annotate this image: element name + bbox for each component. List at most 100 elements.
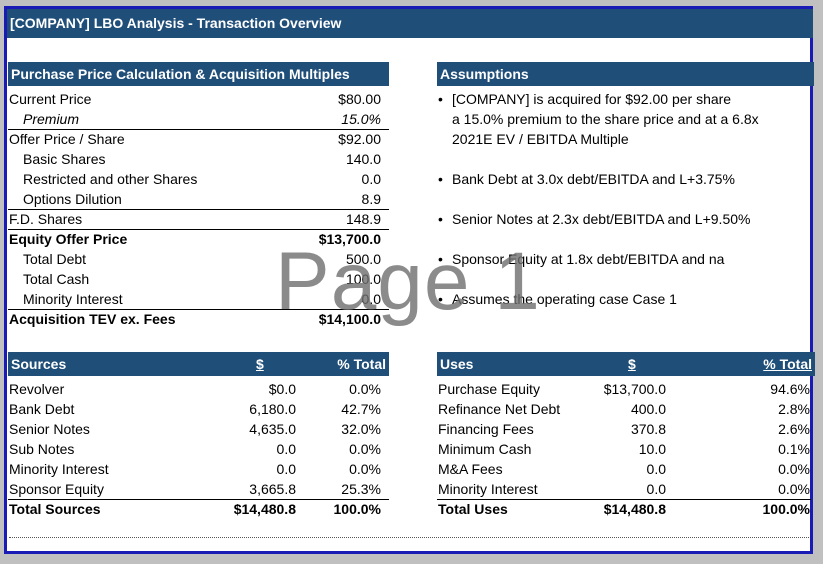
- label-total-debt: Total Debt: [23, 251, 87, 267]
- value-basic-shares: 140.0: [345, 151, 381, 167]
- source-amount: 4,635.0: [249, 421, 296, 437]
- assumption-item: • Assumes the operating case Case 1: [438, 289, 808, 309]
- use-pct: 0.1%: [778, 441, 810, 457]
- source-amount: 3,665.8: [249, 481, 296, 497]
- value-equity-offer-price: $13,700.0: [318, 231, 381, 247]
- value-offer-price: $92.00: [338, 131, 381, 147]
- assumption-text: Sponsor Equity at 1.8x debt/EBITDA and n…: [452, 251, 725, 267]
- use-label: Refinance Net Debt: [438, 401, 561, 417]
- page-break-divider: [9, 537, 809, 538]
- source-pct: 25.3%: [341, 481, 381, 497]
- sources-header: Sources $ % Total: [8, 352, 389, 376]
- value-current-price: $80.00: [338, 91, 381, 107]
- source-label: Sponsor Equity: [9, 481, 104, 497]
- value-restricted-shares: 0.0: [361, 171, 381, 187]
- source-label: Sub Notes: [9, 441, 75, 457]
- source-pct: 32.0%: [341, 421, 381, 437]
- assumption-item: • Bank Debt at 3.0x debt/EBITDA and L+3.…: [438, 169, 808, 189]
- label-premium: Premium: [23, 111, 80, 127]
- use-pct: 2.8%: [778, 401, 810, 417]
- use-pct: 94.6%: [770, 381, 810, 397]
- sources-total-label: Total Sources: [9, 501, 101, 517]
- table-row: Financing Fees 370.8 2.6%: [437, 419, 811, 439]
- use-label: Financing Fees: [438, 421, 534, 437]
- source-label: Minority Interest: [9, 461, 109, 477]
- assumption-item: • Senior Notes at 2.3x debt/EBITDA and L…: [438, 209, 808, 229]
- uses-title: Uses: [440, 356, 474, 372]
- purchase-price-header: Purchase Price Calculation & Acquisition…: [8, 62, 389, 86]
- source-amount: 0.0: [276, 441, 296, 457]
- use-amount: 0.0: [646, 461, 666, 477]
- table-row: Sub Notes 0.0 0.0%: [8, 439, 389, 459]
- uses-total-row: Total Uses $14,480.8 100.0%: [437, 499, 811, 519]
- use-label: M&A Fees: [438, 461, 503, 477]
- row-fd-shares: F.D. Shares 148.9: [8, 209, 389, 230]
- assumption-item: • Sponsor Equity at 1.8x debt/EBITDA and…: [438, 249, 808, 269]
- spreadsheet-page: [COMPANY] LBO Analysis - Transaction Ove…: [4, 6, 815, 554]
- uses-total-label: Total Uses: [438, 501, 508, 517]
- use-amount: 400.0: [630, 401, 666, 417]
- row-minority-interest: Minority Interest 0.0: [8, 289, 389, 310]
- row-basic-shares: Basic Shares 140.0: [8, 149, 389, 169]
- table-row: Purchase Equity $13,700.0 94.6%: [437, 379, 811, 399]
- value-premium: 15.0%: [341, 111, 381, 127]
- uses-total-pct: 100.0%: [762, 501, 810, 517]
- source-amount: 0.0: [276, 461, 296, 477]
- label-equity-offer-price: Equity Offer Price: [9, 231, 128, 247]
- table-row: Bank Debt 6,180.0 42.7%: [8, 399, 389, 419]
- assumption-text: Bank Debt at 3.0x debt/EBITDA and L+3.75…: [452, 171, 735, 187]
- label-restricted-shares: Restricted and other Shares: [23, 171, 198, 187]
- sources-title: Sources: [11, 356, 67, 372]
- assumption-text: a 15.0% premium to the share price and a…: [452, 111, 759, 127]
- sources-col-pct: % Total: [337, 356, 386, 372]
- source-pct: 0.0%: [349, 461, 381, 477]
- bullet-icon: •: [438, 171, 443, 187]
- table-row: Minimum Cash 10.0 0.1%: [437, 439, 811, 459]
- value-fd-shares: 148.9: [345, 211, 381, 227]
- use-label: Purchase Equity: [438, 381, 540, 397]
- assumption-continuation: a 15.0% premium to the share price and a…: [438, 109, 808, 129]
- table-row: Minority Interest 0.0 0.0%: [8, 459, 389, 479]
- label-total-cash: Total Cash: [23, 271, 90, 287]
- page-title: [COMPANY] LBO Analysis - Transaction Ove…: [7, 9, 813, 38]
- label-options-dilution: Options Dilution: [23, 191, 122, 207]
- label-fd-shares: F.D. Shares: [9, 211, 83, 227]
- use-pct: 0.0%: [778, 461, 810, 477]
- label-current-price: Current Price: [9, 91, 92, 107]
- sources-total-amount: $14,480.8: [233, 501, 296, 517]
- value-acquisition-tev: $14,100.0: [318, 311, 381, 327]
- uses-col-pct: % Total: [763, 356, 812, 372]
- source-amount: $0.0: [268, 381, 296, 397]
- use-label: Minimum Cash: [438, 441, 532, 457]
- row-total-cash: Total Cash 100.0: [8, 269, 389, 289]
- value-total-cash: 100.0: [345, 271, 381, 287]
- use-pct: 0.0%: [778, 481, 810, 497]
- uses-header: Uses $ % Total: [437, 352, 815, 376]
- assumption-text: Assumes the operating case Case 1: [452, 291, 677, 307]
- row-premium: Premium 15.0%: [8, 109, 389, 130]
- row-acquisition-tev: Acquisition TEV ex. Fees $14,100.0: [8, 309, 389, 329]
- source-pct: 0.0%: [349, 441, 381, 457]
- assumption-text: [COMPANY] is acquired for $92.00 per sha…: [452, 91, 732, 107]
- use-amount: 0.0: [646, 481, 666, 497]
- table-row: Revolver $0.0 0.0%: [8, 379, 389, 399]
- assumption-text: Senior Notes at 2.3x debt/EBITDA and L+9…: [452, 211, 751, 227]
- use-pct: 2.6%: [778, 421, 810, 437]
- source-amount: 6,180.0: [249, 401, 296, 417]
- table-row: M&A Fees 0.0 0.0%: [437, 459, 811, 479]
- source-pct: 0.0%: [349, 381, 381, 397]
- label-basic-shares: Basic Shares: [23, 151, 106, 167]
- assumption-item: • [COMPANY] is acquired for $92.00 per s…: [438, 89, 808, 109]
- row-options-dilution: Options Dilution 8.9: [8, 189, 389, 210]
- use-amount: 370.8: [630, 421, 666, 437]
- table-row: Minority Interest 0.0 0.0%: [437, 479, 811, 500]
- source-label: Bank Debt: [9, 401, 75, 417]
- bullet-icon: •: [438, 91, 443, 107]
- row-current-price: Current Price $80.00: [8, 89, 389, 109]
- assumptions-header: Assumptions: [437, 62, 814, 86]
- value-options-dilution: 8.9: [361, 191, 381, 207]
- row-total-debt: Total Debt 500.0: [8, 249, 389, 269]
- uses-col-dollar: $: [628, 356, 636, 372]
- bullet-icon: •: [438, 291, 443, 307]
- source-label: Revolver: [9, 381, 65, 397]
